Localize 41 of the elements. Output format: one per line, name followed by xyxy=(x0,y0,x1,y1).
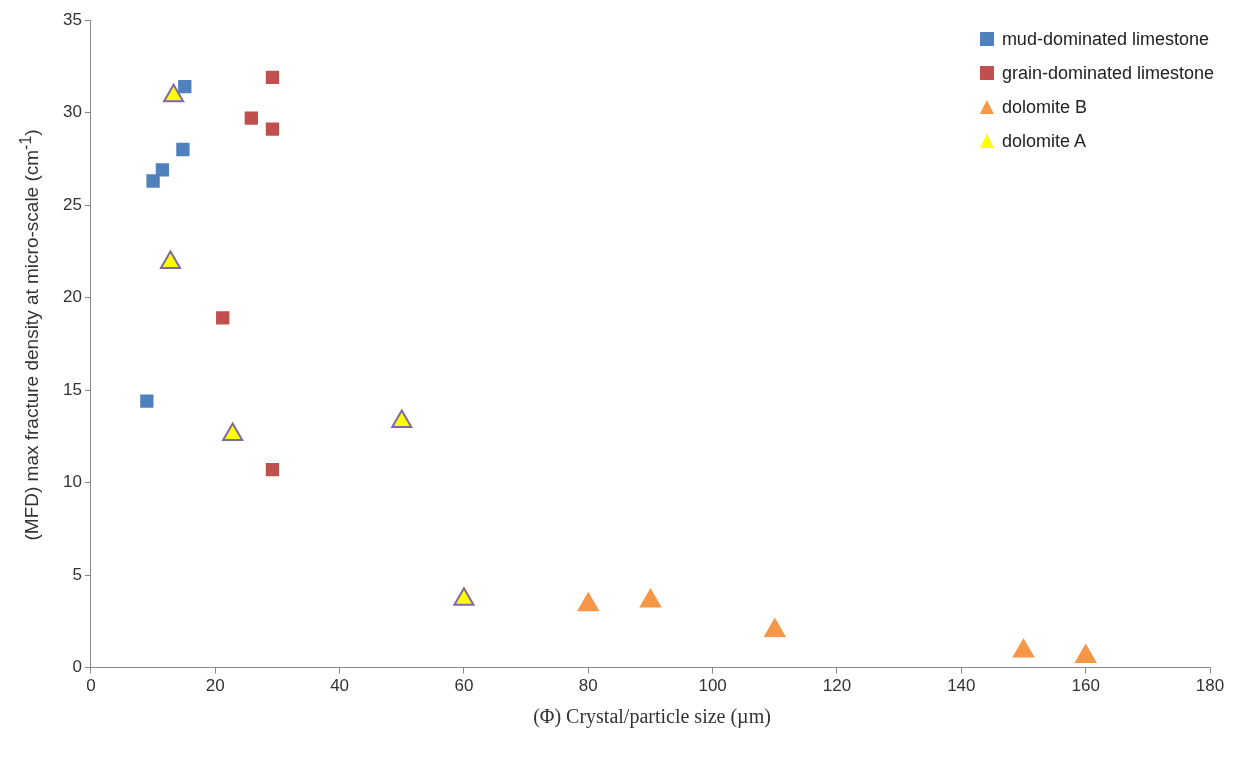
point xyxy=(265,122,280,136)
point xyxy=(146,174,160,188)
y-tick-label: 20 xyxy=(62,287,82,307)
x-tick-label: 160 xyxy=(1071,676,1100,696)
point xyxy=(265,462,280,477)
point xyxy=(244,111,258,125)
x-tick-label: 40 xyxy=(330,676,350,696)
point xyxy=(265,70,280,85)
x-tick-label: 80 xyxy=(578,676,598,696)
x-tick-label: 100 xyxy=(698,676,727,696)
point xyxy=(216,311,230,325)
y-tick-label: 25 xyxy=(62,194,82,214)
x-tick-label: 20 xyxy=(205,676,225,696)
x-tick-label: 0 xyxy=(86,676,96,696)
y-tick-label: 0 xyxy=(72,657,82,677)
point xyxy=(639,588,661,608)
point xyxy=(222,422,244,441)
point xyxy=(1075,644,1097,663)
legend-label: dolomite B xyxy=(1001,96,1087,119)
point xyxy=(391,409,413,429)
point xyxy=(1012,638,1035,658)
y-tick-label: 10 xyxy=(62,472,82,492)
y-tick-label: 15 xyxy=(62,379,82,399)
point xyxy=(178,79,192,94)
x-axis-title: (Φ) Crystal/particle size (µm) xyxy=(532,705,772,728)
point xyxy=(176,142,190,157)
x-tick-label: 140 xyxy=(947,676,976,696)
point xyxy=(453,587,475,606)
x-tick-label: 60 xyxy=(454,676,474,696)
y-tick-label: 35 xyxy=(62,9,82,29)
point xyxy=(577,592,599,612)
y-tick-label: 30 xyxy=(62,102,82,122)
y-tick-label: 5 xyxy=(72,564,82,584)
legend-label: mud-dominated limestone xyxy=(1001,28,1209,51)
x-tick-label: 180 xyxy=(1195,676,1225,696)
point xyxy=(764,618,786,638)
legend-label: grain-dominated limestone xyxy=(1001,62,1214,85)
legend-label: dolomite A xyxy=(1001,130,1086,153)
point xyxy=(140,394,154,408)
point xyxy=(155,163,170,177)
x-tick-label: 120 xyxy=(822,676,852,696)
